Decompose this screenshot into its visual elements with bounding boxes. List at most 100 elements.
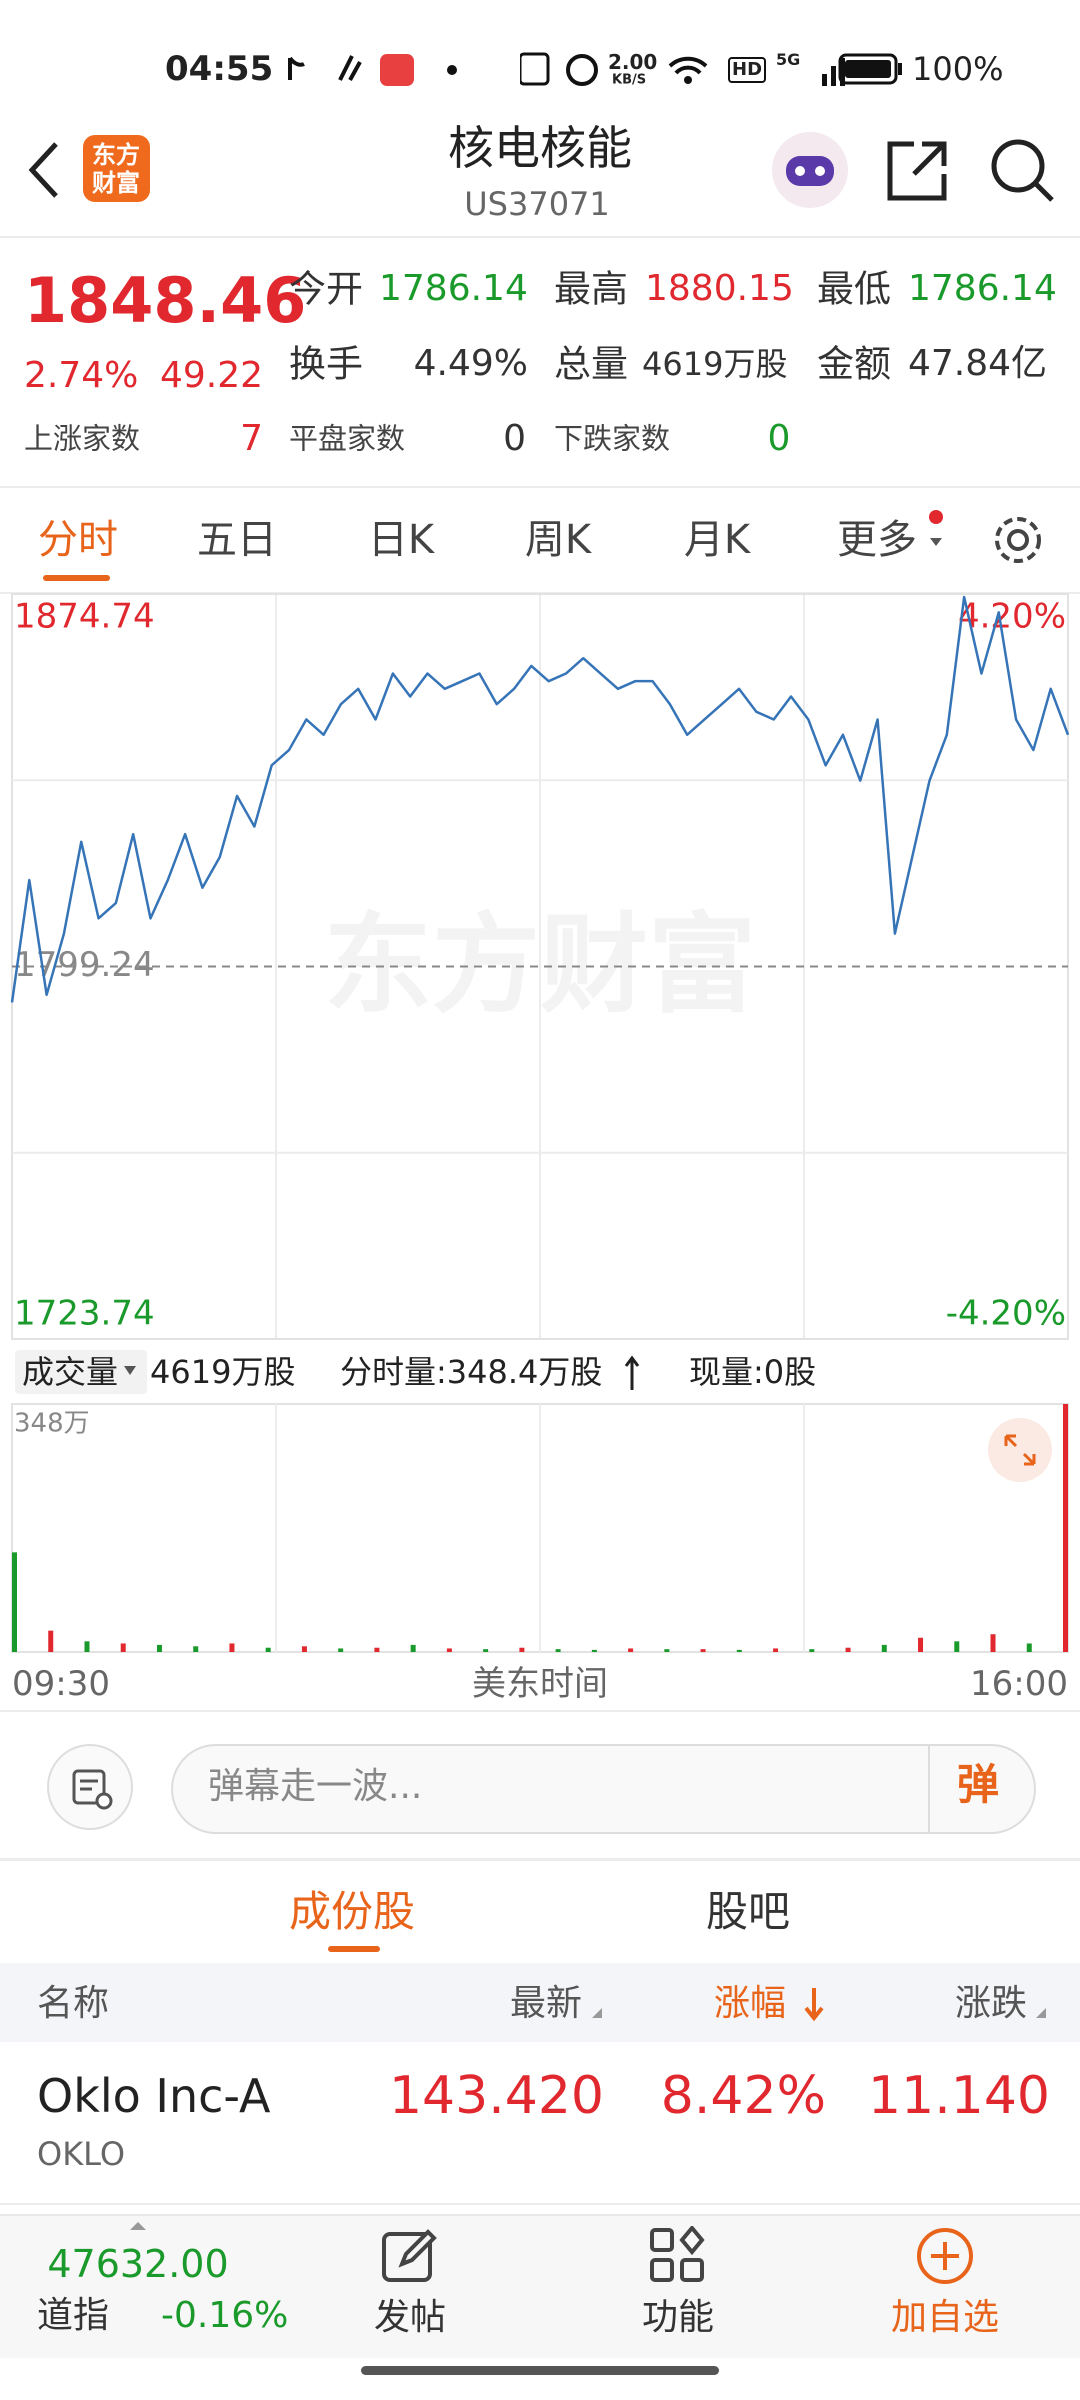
volume-bar xyxy=(229,1643,235,1652)
logo-text: 东方 xyxy=(92,141,140,169)
field-value: 47.84亿 xyxy=(908,343,1048,384)
period-tab[interactable]: 周K xyxy=(524,517,592,563)
logo-text: 财富 xyxy=(92,169,140,197)
volume-bar xyxy=(156,1644,162,1652)
divider xyxy=(0,1858,1080,1861)
index-change: -0.16% xyxy=(161,2295,289,2336)
search-button[interactable] xyxy=(988,136,1056,204)
up-arrow xyxy=(624,1355,640,1390)
price-line xyxy=(10,595,1070,1003)
column-header[interactable]: 涨跌 xyxy=(954,1983,1028,2024)
volume-bar xyxy=(555,1649,561,1652)
stock-name[interactable]: Oklo Inc-A xyxy=(37,2069,271,2123)
volume-bar xyxy=(918,1637,924,1652)
share-button[interactable] xyxy=(884,138,950,204)
volume-selector[interactable] xyxy=(15,1350,147,1394)
sort-indicator xyxy=(804,1988,824,2022)
volume-bar xyxy=(48,1630,54,1652)
volume-bar xyxy=(845,1647,851,1652)
hd-badge: HD xyxy=(728,57,767,83)
y-tick-label: 1723.74 xyxy=(14,1294,155,1334)
breadth-value: 0 xyxy=(767,418,791,459)
y-tick-label: 1874.74 xyxy=(14,597,155,637)
current-volume: 现量:0股 xyxy=(689,1353,817,1391)
assistant-avatar[interactable] xyxy=(768,128,852,212)
danmu-settings[interactable] xyxy=(46,1743,134,1831)
volume-bar xyxy=(84,1641,90,1652)
volume-bar xyxy=(628,1648,634,1652)
sort-indicator xyxy=(592,2008,602,2018)
action-label[interactable]: 发帖 xyxy=(373,2297,447,2338)
field-label: 金额 xyxy=(817,342,891,386)
period-tab[interactable]: 日K xyxy=(367,517,435,563)
volume-chart: 348万 xyxy=(11,1403,1069,1653)
volume-bar xyxy=(664,1649,670,1652)
volume-title: 成交量 xyxy=(22,1353,119,1391)
volume-bar xyxy=(954,1641,960,1652)
expand-button[interactable] xyxy=(986,1416,1054,1484)
field-label: 今开 xyxy=(289,267,363,311)
page-title: 核电核能 xyxy=(448,121,632,175)
volume-bar xyxy=(12,1552,17,1652)
field-label: 总量 xyxy=(554,342,628,386)
tab-underline xyxy=(328,1946,380,1952)
sort-indicator xyxy=(1036,2008,1046,2018)
field-label: 最高 xyxy=(554,267,628,311)
danmu-input[interactable] xyxy=(171,1744,1036,1834)
column-header[interactable]: 涨幅 xyxy=(713,1983,787,2024)
change-pct: 2.74% xyxy=(24,355,139,396)
volume-bar xyxy=(809,1649,815,1652)
index-value[interactable]: 47632.00 xyxy=(47,2242,229,2286)
section-tab[interactable]: 股吧 xyxy=(705,1887,791,1936)
volume-bar xyxy=(410,1644,416,1652)
volume-bar xyxy=(483,1649,489,1652)
last-price: 1848.46 xyxy=(24,264,307,337)
y-tick-label: 1799.24 xyxy=(14,945,155,985)
post-icon[interactable] xyxy=(380,2226,440,2286)
home-indicator xyxy=(361,2366,719,2375)
field-label: 换手 xyxy=(289,342,363,386)
period-tab[interactable]: 更多 xyxy=(837,517,917,563)
index-name: 道指 xyxy=(37,2295,110,2336)
dropdown-arrow xyxy=(124,1366,136,1375)
field-value: 1880.15 xyxy=(645,268,794,309)
stock-change-pct: 8.42% xyxy=(660,2066,826,2126)
volume-bar xyxy=(120,1643,126,1652)
danmu-placeholder: 弹幕走一波... xyxy=(208,1766,423,1807)
period-tab[interactable]: 分时 xyxy=(38,517,118,563)
volume-bar xyxy=(374,1647,380,1652)
net-speed: 2.00 xyxy=(608,50,658,74)
column-header: 名称 xyxy=(37,1983,110,2024)
field-value: 1786.14 xyxy=(908,268,1057,309)
volume-bar xyxy=(446,1648,452,1652)
section-tab[interactable]: 成份股 xyxy=(288,1887,416,1936)
stock-price: 143.420 xyxy=(388,2066,604,2126)
volume-bar xyxy=(990,1634,996,1652)
back-button[interactable] xyxy=(22,140,66,200)
field-label: 最低 xyxy=(817,267,891,311)
divider xyxy=(928,1746,930,1832)
y2-tick-label: 4.20% xyxy=(958,597,1066,637)
volume-bar xyxy=(338,1648,344,1652)
add-watchlist-icon[interactable] xyxy=(915,2226,975,2286)
settings-button[interactable] xyxy=(990,512,1046,568)
action-label[interactable]: 功能 xyxy=(641,2297,715,2338)
divider xyxy=(0,236,1080,238)
tab-underline xyxy=(43,575,110,581)
system-icons xyxy=(520,52,845,86)
divider xyxy=(0,1710,1080,1712)
bottom-bar xyxy=(0,2214,1080,2358)
page-code: US37071 xyxy=(464,185,610,223)
action-label[interactable]: 加自选 xyxy=(890,2297,1000,2338)
volume-bar xyxy=(265,1647,271,1652)
volume-bar xyxy=(519,1647,525,1652)
period-tab[interactable]: 月K xyxy=(683,517,751,563)
breadth-label: 下跌家数 xyxy=(554,421,671,456)
period-tab[interactable]: 五日 xyxy=(197,517,277,563)
volume-bar xyxy=(193,1646,199,1652)
danmu-button[interactable]: 弹 xyxy=(956,1760,1000,1809)
column-header[interactable]: 最新 xyxy=(509,1983,583,2024)
volume-bar xyxy=(1063,1404,1068,1652)
function-icon[interactable] xyxy=(648,2226,708,2286)
